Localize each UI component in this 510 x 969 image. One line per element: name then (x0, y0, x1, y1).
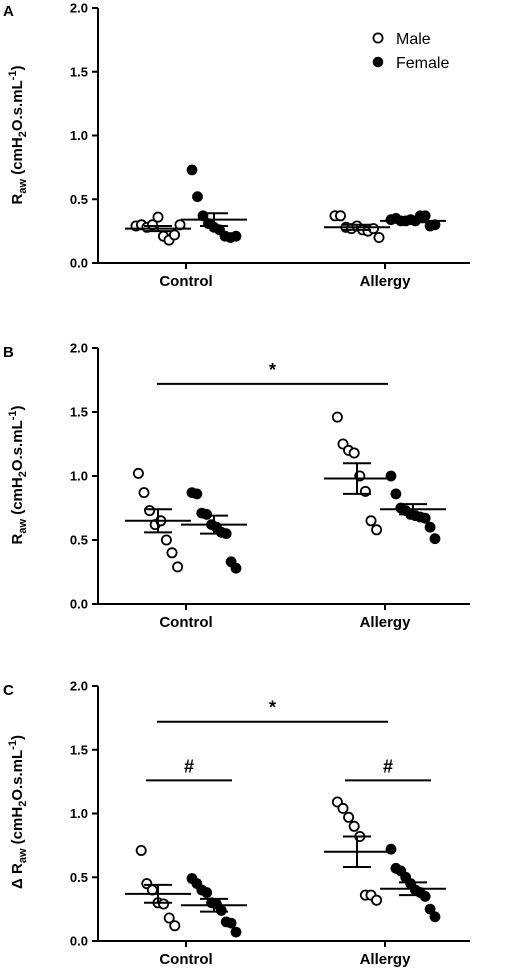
significance-marker: * (269, 360, 276, 380)
y-axis-title: Raw (cmH2O.s.mL-1) (7, 66, 29, 205)
panel-letter-b: B (3, 344, 14, 361)
data-point (215, 905, 227, 916)
panel-letter-c: C (3, 682, 14, 699)
data-point (385, 470, 397, 482)
data-point (163, 912, 175, 924)
data-point (429, 219, 441, 231)
series-allergy-male (324, 411, 390, 536)
y-tick-label: 1.0 (70, 469, 88, 484)
data-point (365, 515, 377, 527)
data-point (225, 917, 237, 929)
series-allergy-male (324, 210, 390, 243)
series-control-female (181, 164, 247, 243)
data-point (331, 411, 343, 423)
series-control-female (181, 873, 247, 938)
x-tick-label-control: Control (159, 273, 212, 290)
data-point (168, 229, 180, 241)
y-tick-label: 2.0 (70, 679, 88, 694)
significance-marker: # (383, 756, 393, 776)
legend-male-label: Male (396, 31, 431, 48)
data-point (201, 509, 213, 520)
x-tick-label-control: Control (159, 614, 212, 631)
panel-a: A 0.0 0.5 1.0 1.5 2.0 Control Allergy Raw (cmH2O… (3, 1, 470, 290)
series-allergy-female (380, 470, 446, 545)
data-point (230, 926, 242, 938)
data-point (348, 820, 360, 832)
y-tick-label: 0.0 (70, 934, 88, 949)
data-point (419, 891, 431, 902)
data-point (334, 210, 346, 222)
x-tick-label-allergy: Allergy (360, 951, 412, 968)
data-point (135, 845, 147, 857)
data-point (230, 562, 242, 574)
x-tick-label-allergy: Allergy (360, 614, 412, 631)
legend-female-label: Female (396, 55, 449, 72)
data-point (172, 561, 184, 573)
data-point (371, 894, 383, 906)
significance-marker: * (269, 698, 276, 718)
data-point (152, 211, 164, 223)
data-point (337, 802, 349, 814)
panel-c: C 0.0 0.5 1.0 1.5 2.0 Control Allergy Δ Raw (cmH… (3, 679, 470, 968)
data-point (158, 898, 170, 910)
data-point (343, 811, 355, 823)
data-point (424, 903, 436, 915)
data-point (424, 521, 436, 533)
series-allergy-male (324, 796, 390, 906)
data-point (144, 505, 156, 517)
y-tick-label: 1.5 (70, 64, 88, 79)
data-point (429, 911, 441, 923)
y-tick-label: 0.0 (70, 256, 88, 271)
series-allergy-female (380, 210, 446, 232)
legend-male-marker (372, 32, 384, 44)
data-point (348, 447, 360, 459)
legend: Male Female (372, 31, 449, 72)
panel-b: B 0.0 0.5 1.0 1.5 2.0 Control Allergy Raw (cmH2O… (3, 341, 470, 631)
y-tick-label: 2.0 (70, 341, 88, 356)
legend-female-marker (372, 56, 384, 68)
y-tick-label: 0.5 (70, 533, 88, 548)
data-point (169, 920, 181, 932)
data-point (419, 512, 431, 524)
y-tick-label: 0.0 (70, 597, 88, 612)
data-point (138, 487, 150, 499)
significance-marker: # (184, 756, 194, 776)
data-point (186, 164, 198, 176)
y-tick-label: 1.5 (70, 405, 88, 420)
y-tick-label: 1.0 (70, 806, 88, 821)
y-tick-label: 2.0 (70, 1, 88, 16)
data-point (192, 191, 203, 203)
y-tick-label: 0.5 (70, 870, 88, 885)
data-point (371, 524, 383, 536)
data-point (132, 467, 144, 479)
x-tick-label-control: Control (159, 951, 212, 968)
data-point (385, 843, 397, 855)
y-tick-label: 1.0 (70, 128, 88, 143)
y-axis-title: Δ Raw (cmH2O.s.mL-1) (7, 735, 29, 889)
data-point (230, 230, 242, 242)
x-tick-label-allergy: Allergy (360, 273, 412, 290)
data-point (373, 231, 385, 243)
data-point (166, 547, 178, 559)
series-control-female (181, 487, 247, 574)
data-point (429, 533, 441, 545)
data-point (191, 488, 203, 500)
series-control-male (125, 211, 191, 246)
y-axis-title: Raw (cmH2O.s.mL-1) (7, 406, 29, 545)
series-control-male (125, 845, 191, 932)
data-point (201, 887, 213, 898)
y-tick-label: 1.5 (70, 742, 88, 757)
series-control-male (125, 467, 191, 573)
data-point (390, 488, 402, 500)
data-point (160, 534, 172, 546)
series-allergy-female (380, 843, 446, 923)
panel-letter-a: A (3, 3, 14, 20)
y-tick-label: 0.5 (70, 192, 88, 207)
